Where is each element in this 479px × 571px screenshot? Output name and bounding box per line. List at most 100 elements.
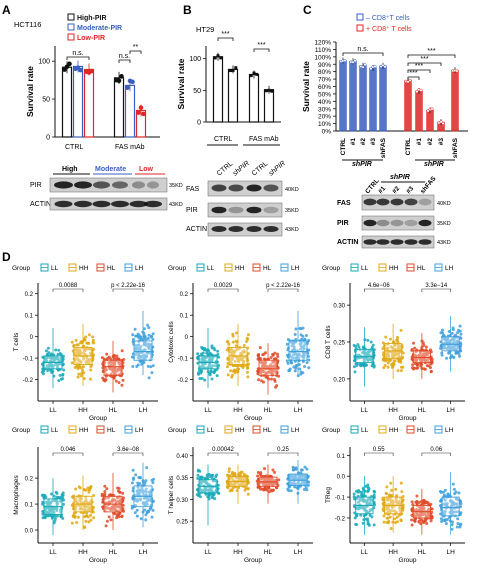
- jitter-point: [302, 345, 306, 349]
- jitter-point: [50, 356, 54, 360]
- band-actin-c-1: [376, 239, 390, 245]
- jitter-point: [131, 333, 135, 337]
- jitter-point: [85, 341, 89, 345]
- jitter-point: [358, 362, 362, 366]
- jitter-point: [53, 519, 57, 523]
- jitter-point: [452, 355, 456, 359]
- legend-label-hh: HH: [389, 427, 399, 434]
- jitter-point: [196, 371, 200, 375]
- jitter-point: [388, 359, 392, 363]
- jitter-point: [441, 490, 445, 494]
- jitter-point: [362, 358, 366, 362]
- data-point-c: [415, 90, 419, 94]
- y-tick-label-c: 100%: [314, 54, 331, 61]
- jitter-point: [151, 508, 155, 512]
- jitter-point: [354, 344, 358, 348]
- comparison-bracket-1: [112, 452, 144, 456]
- band-pir-1: [74, 181, 92, 189]
- significance-label-b-fas: ***: [257, 42, 265, 49]
- x-tick-label-ll: LL: [49, 549, 57, 556]
- jitter-point: [456, 331, 460, 335]
- band-actin-c-4: [418, 239, 432, 245]
- jitter-point: [303, 351, 307, 355]
- jitter-point: [225, 348, 229, 352]
- jitter-point: [287, 369, 291, 373]
- jitter-point: [301, 353, 305, 357]
- jitter-point: [410, 518, 414, 522]
- jitter-point: [289, 489, 293, 493]
- jitter-point: [207, 349, 211, 353]
- jitter-point: [79, 500, 83, 504]
- jitter-point: [62, 498, 66, 502]
- y-tick-label-d3: 0.20: [333, 377, 345, 383]
- jitter-point: [44, 495, 48, 499]
- jitter-point: [456, 521, 460, 525]
- jitter-point: [208, 351, 212, 355]
- lane-label-c-0-4: shFAS: [380, 137, 387, 158]
- bar-c-1-1: [415, 90, 423, 132]
- group-label-fas-a: FAS mAb: [115, 144, 145, 151]
- legend-label-lh: LH: [291, 427, 300, 434]
- jitter-point: [242, 343, 246, 347]
- significance-label-c-3: ***: [420, 56, 428, 63]
- jitter-point: [230, 348, 234, 352]
- jitter-point: [236, 356, 240, 360]
- jitter-point: [365, 357, 369, 361]
- jitter-point: [134, 473, 138, 477]
- jitter-point: [356, 490, 360, 494]
- jitter-point: [258, 346, 262, 350]
- jitter-point: [381, 358, 385, 362]
- jitter-point: [147, 376, 151, 380]
- significance-bracket-c-1: [407, 76, 420, 80]
- jitter-point: [369, 340, 373, 344]
- jitter-point: [289, 361, 293, 365]
- legend-swatch-minus-cd8: [356, 13, 364, 21]
- jitter-point: [395, 520, 399, 524]
- jitter-point: [70, 521, 74, 525]
- jitter-point: [61, 502, 65, 506]
- jitter-point: [424, 501, 428, 505]
- data-point-a: [136, 110, 141, 115]
- bar-moderate-pir-1: [124, 84, 136, 138]
- jitter-point: [217, 355, 221, 359]
- jitter-point: [246, 352, 250, 356]
- y-tick-label-d5: 0.35: [176, 476, 188, 482]
- jitter-point: [430, 507, 434, 511]
- jitter-point: [59, 496, 63, 500]
- jitter-point: [87, 358, 91, 362]
- jitter-point: [397, 351, 401, 355]
- jitter-point: [76, 375, 80, 379]
- x-tick-label-lh: LH: [294, 549, 303, 556]
- y-tick-label-d5: 0.40: [176, 454, 188, 460]
- legend-label-hl: HL: [417, 427, 426, 434]
- jitter-point: [353, 370, 357, 374]
- jitter-point: [245, 339, 249, 343]
- p-value-label-0: 0.046: [60, 447, 76, 453]
- jitter-point: [70, 340, 74, 344]
- y-axis-label-d2: Cytotoxic cells: [168, 320, 175, 362]
- jitter-point: [46, 346, 50, 350]
- legend-label-hh: HH: [235, 265, 245, 272]
- data-point-c: [441, 121, 445, 125]
- jitter-point: [260, 487, 264, 491]
- jitter-point: [227, 469, 231, 473]
- legend-label-lh: LH: [445, 265, 454, 272]
- jitter-point: [89, 365, 93, 369]
- y-tick-label-d1: 0.2: [25, 292, 34, 298]
- legend-title-d3: Group: [322, 265, 340, 272]
- lane-label-c-1-0: CTRL: [405, 138, 412, 155]
- jitter-point: [453, 344, 457, 348]
- jitter-point: [396, 369, 400, 373]
- jitter-point: [114, 379, 118, 383]
- jitter-point: [422, 367, 426, 371]
- jitter-point: [233, 360, 237, 364]
- jitter-point: [100, 494, 104, 498]
- legend-label-low: Low-PIR: [77, 35, 105, 42]
- jitter-point: [213, 364, 217, 368]
- jitter-point: [429, 370, 433, 374]
- jitter-point: [399, 481, 403, 485]
- significance-bracket-c-ns: [342, 52, 384, 56]
- y-tick-label-c: 90%: [318, 62, 331, 69]
- blot-kd-pir-b: 35KD: [285, 208, 299, 214]
- jitter-point: [202, 348, 206, 352]
